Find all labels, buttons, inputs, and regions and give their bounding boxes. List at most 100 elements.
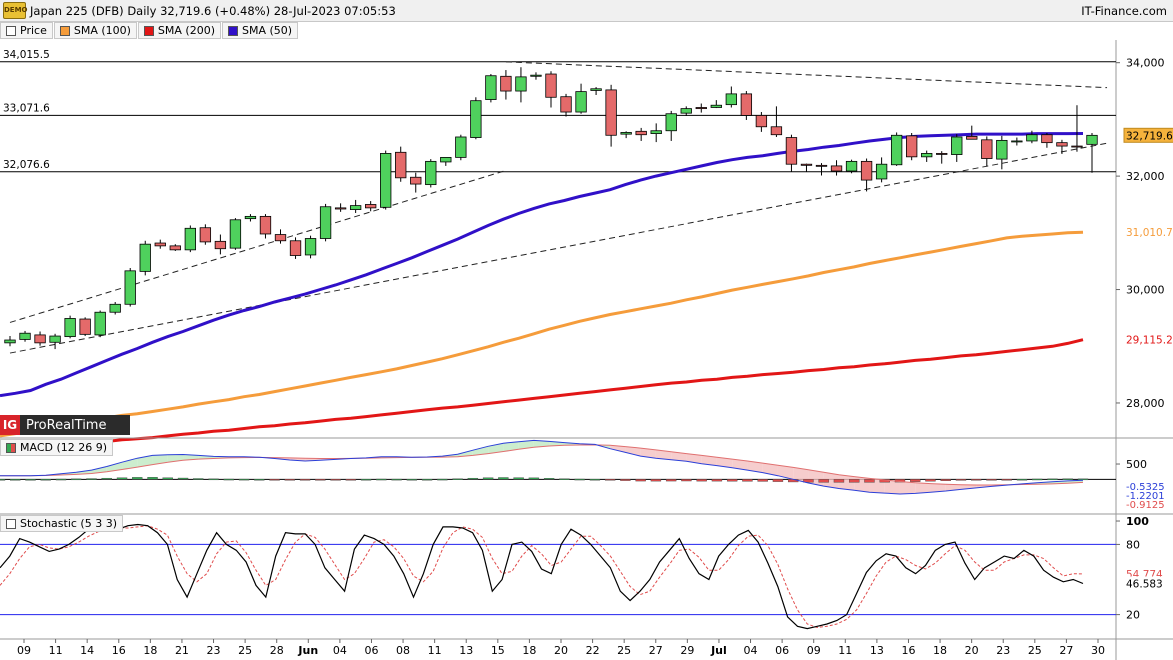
level-label: 33,071.6 <box>3 102 50 114</box>
candle <box>815 164 828 167</box>
level-label-bg <box>0 156 50 171</box>
y-tick-label: 30,000 <box>1126 284 1165 297</box>
legend-label: SMA (200) <box>157 24 215 37</box>
macd-hist-bar <box>772 479 784 482</box>
macd-title: MACD (12 26 9) <box>20 441 108 454</box>
macd-hist-bar <box>528 477 540 480</box>
x-tick-label: 21 <box>175 644 189 657</box>
candle <box>470 100 482 138</box>
macd-hist-bar <box>55 478 67 481</box>
legend-label: SMA (100) <box>73 24 131 37</box>
legend-swatch <box>59 25 70 36</box>
candle <box>184 227 196 251</box>
x-tick-label: 27 <box>649 644 663 657</box>
macd-hist-bar <box>635 479 646 482</box>
stochastic-d-line <box>0 525 1084 629</box>
macd-hist-bar <box>818 479 829 483</box>
price-tag <box>1124 225 1173 240</box>
header-bar: DEMO Japan 225 (DFB) Daily 32,719.6 (+0.… <box>0 0 1173 22</box>
x-tick-label: 20 <box>554 644 568 657</box>
candle <box>455 136 467 158</box>
y-tick-label: 34,000 <box>1126 57 1165 70</box>
x-tick-label: 30 <box>1091 644 1105 657</box>
macd-hist-bar <box>1062 478 1073 480</box>
stochastic-title: Stochastic (5 3 3) <box>20 517 118 530</box>
candle <box>410 176 422 185</box>
macd-tag-label: -1.2201 <box>1126 491 1165 502</box>
macd-hist-bar <box>1047 478 1058 481</box>
macd-label[interactable]: MACD (12 26 9) <box>0 439 114 456</box>
x-tick-label: Jul <box>710 644 727 657</box>
candle <box>319 206 332 239</box>
candle <box>500 75 512 92</box>
macd-hist-bar <box>711 479 723 482</box>
macd-hist-bar <box>0 479 6 481</box>
macd-hist-bar <box>498 477 509 480</box>
macd-hist-bar <box>132 477 143 480</box>
candle <box>1026 134 1038 142</box>
x-tick-label: 25 <box>1028 644 1042 657</box>
candle <box>395 151 407 179</box>
candle <box>936 153 948 155</box>
macd-hist-bar <box>757 479 768 482</box>
macd-hist-bar <box>10 479 21 481</box>
sma50-line <box>0 132 1084 398</box>
legend-item-sma50[interactable]: SMA (50) <box>222 22 299 39</box>
site-name[interactable]: IT-Finance.com <box>1081 4 1167 18</box>
macd-cloud <box>671 451 687 462</box>
price-tag <box>1123 127 1173 143</box>
candle <box>380 153 392 208</box>
macd-hist-bar <box>193 478 204 480</box>
legend-item-sma100[interactable]: SMA (100) <box>53 22 137 39</box>
macd-signal-line <box>0 444 1084 486</box>
price-tag-label: 32,719.6 <box>1126 130 1173 142</box>
candle <box>229 219 242 249</box>
candle <box>755 115 768 128</box>
candle <box>665 113 677 132</box>
y-tick-label: 80 <box>1126 538 1140 551</box>
candle <box>680 108 692 114</box>
macd-hist-bar <box>208 478 219 481</box>
candle <box>996 139 1008 160</box>
candle <box>19 332 31 340</box>
price-legend: Price SMA (100) SMA (200) SMA (50) <box>0 22 299 40</box>
x-tick-label: 16 <box>112 644 126 657</box>
macd-hist-bar <box>955 479 967 481</box>
candle <box>94 311 106 336</box>
macd-cloud <box>610 445 626 453</box>
x-tick-label: 04 <box>333 644 347 657</box>
macd-hist-bar <box>376 478 387 481</box>
macd-cloud <box>183 454 199 461</box>
legend-swatch <box>228 25 238 36</box>
y-tick-label: 28,000 <box>1126 397 1165 410</box>
prorealtime-text: ProRealTime <box>26 417 107 433</box>
candle <box>860 160 873 181</box>
macd-hist-bar <box>925 479 936 482</box>
macd-hist-bar <box>864 479 875 483</box>
macd-cloud <box>625 446 641 457</box>
macd-cloud <box>716 457 733 468</box>
candle <box>425 160 437 186</box>
macd-hist-bar <box>696 479 707 482</box>
macd-cloud <box>518 440 534 450</box>
x-axis: 09 11 14 16 18 21 23 25 28 Jun 04 06 08 11 13 15 18 20 22 2… <box>0 638 1173 657</box>
macd-hist-bar <box>284 479 296 481</box>
stochastic-swatch <box>6 518 16 529</box>
candle <box>199 227 212 243</box>
candle <box>79 318 91 335</box>
macd-hist-bar <box>940 479 951 482</box>
legend-item-sma200[interactable]: SMA (200) <box>137 22 221 39</box>
macd-cloud <box>854 476 870 493</box>
price-tag-label: 31,010.7 <box>1126 227 1173 239</box>
legend-item-price[interactable]: Price <box>0 22 53 39</box>
macd-cloud <box>793 467 809 483</box>
ig-logo: IG <box>0 415 20 435</box>
x-tick-label: 23 <box>207 644 221 657</box>
candle <box>214 240 227 250</box>
macd-hist-bar <box>513 477 524 480</box>
candle <box>725 93 737 106</box>
candle <box>710 104 722 108</box>
stochastic-label[interactable]: Stochastic (5 3 3) <box>0 515 124 532</box>
